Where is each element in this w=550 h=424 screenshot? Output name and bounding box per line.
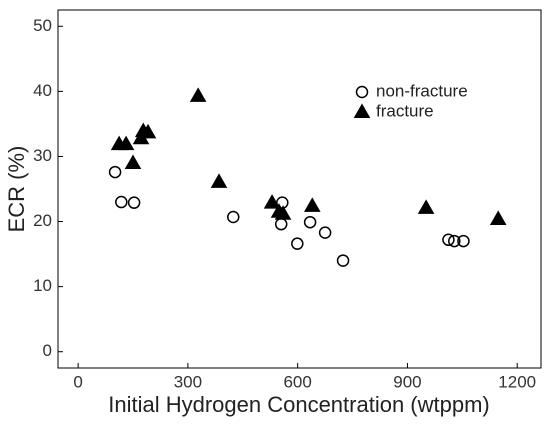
plot-frame <box>57 9 542 369</box>
data-point <box>108 165 122 179</box>
data-point <box>457 234 470 248</box>
data-point <box>210 173 228 188</box>
x-axis-label: Initial Hydrogen Concentration (wtppm) <box>108 392 490 417</box>
y-tick-label: 10 <box>33 276 52 295</box>
x-tick-label: 0 <box>73 372 82 391</box>
data-point <box>303 215 317 229</box>
x-tick-label: 600 <box>283 372 311 391</box>
y-axis-label: ECR (%) <box>4 146 29 233</box>
y-tick-label: 30 <box>33 146 52 165</box>
data-point <box>448 234 461 248</box>
y-tick-label: 50 <box>33 16 52 35</box>
legend-label: non-fracture <box>376 81 468 100</box>
data-point <box>489 210 507 225</box>
data-point <box>274 217 288 231</box>
data-point <box>227 210 240 224</box>
data-point <box>263 194 281 209</box>
x-tick-label: 900 <box>393 372 421 391</box>
data-point <box>417 199 435 214</box>
data-point <box>442 233 455 247</box>
data-point <box>127 196 141 209</box>
data-point <box>291 237 304 250</box>
legend-marker <box>353 103 371 118</box>
data-point <box>124 154 142 169</box>
x-tick-label: 300 <box>174 372 202 391</box>
data-point <box>139 123 157 139</box>
y-tick-label: 40 <box>33 81 52 100</box>
data-point <box>274 205 292 220</box>
data-point <box>117 135 135 151</box>
data-point <box>318 226 332 239</box>
data-point <box>336 254 350 267</box>
legend-marker <box>355 85 369 99</box>
data-point <box>189 87 207 102</box>
y-tick-label: 20 <box>33 211 52 230</box>
data-point <box>304 197 321 212</box>
x-tick-label: 1200 <box>498 372 536 391</box>
data-point <box>115 195 128 209</box>
legend-label: fracture <box>376 101 434 120</box>
y-tick-label: 0 <box>43 341 52 360</box>
